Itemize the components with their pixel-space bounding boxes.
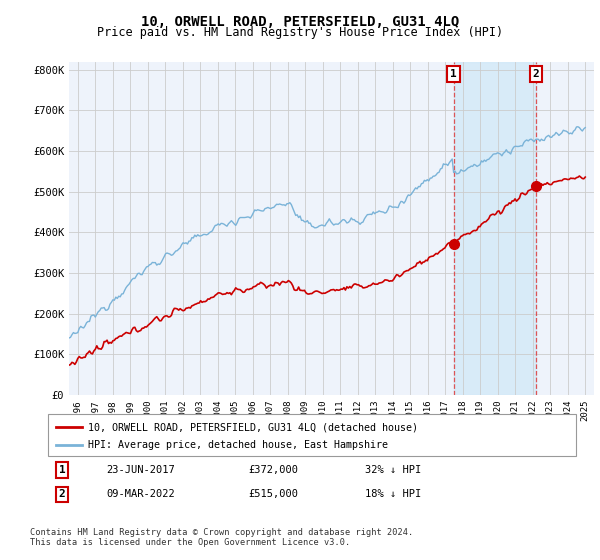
Text: 23-JUN-2017: 23-JUN-2017	[106, 465, 175, 475]
Text: 1: 1	[59, 465, 65, 475]
Bar	[454, 62, 536, 395]
Text: 10, ORWELL ROAD, PETERSFIELD, GU31 4LQ (detached house): 10, ORWELL ROAD, PETERSFIELD, GU31 4LQ (…	[88, 422, 418, 432]
Text: Price paid vs. HM Land Registry's House Price Index (HPI): Price paid vs. HM Land Registry's House …	[97, 26, 503, 39]
Text: 1: 1	[450, 69, 457, 79]
Text: 09-MAR-2022: 09-MAR-2022	[106, 489, 175, 500]
Text: Contains HM Land Registry data © Crown copyright and database right 2024.
This d: Contains HM Land Registry data © Crown c…	[30, 528, 413, 547]
Text: 2: 2	[533, 69, 539, 79]
Text: 2: 2	[59, 489, 65, 500]
Text: HPI: Average price, detached house, East Hampshire: HPI: Average price, detached house, East…	[88, 440, 388, 450]
FancyBboxPatch shape	[48, 414, 576, 456]
Text: 32% ↓ HPI: 32% ↓ HPI	[365, 465, 421, 475]
Text: 18% ↓ HPI: 18% ↓ HPI	[365, 489, 421, 500]
Text: 10, ORWELL ROAD, PETERSFIELD, GU31 4LQ: 10, ORWELL ROAD, PETERSFIELD, GU31 4LQ	[141, 15, 459, 29]
Text: £515,000: £515,000	[248, 489, 299, 500]
Text: £372,000: £372,000	[248, 465, 299, 475]
